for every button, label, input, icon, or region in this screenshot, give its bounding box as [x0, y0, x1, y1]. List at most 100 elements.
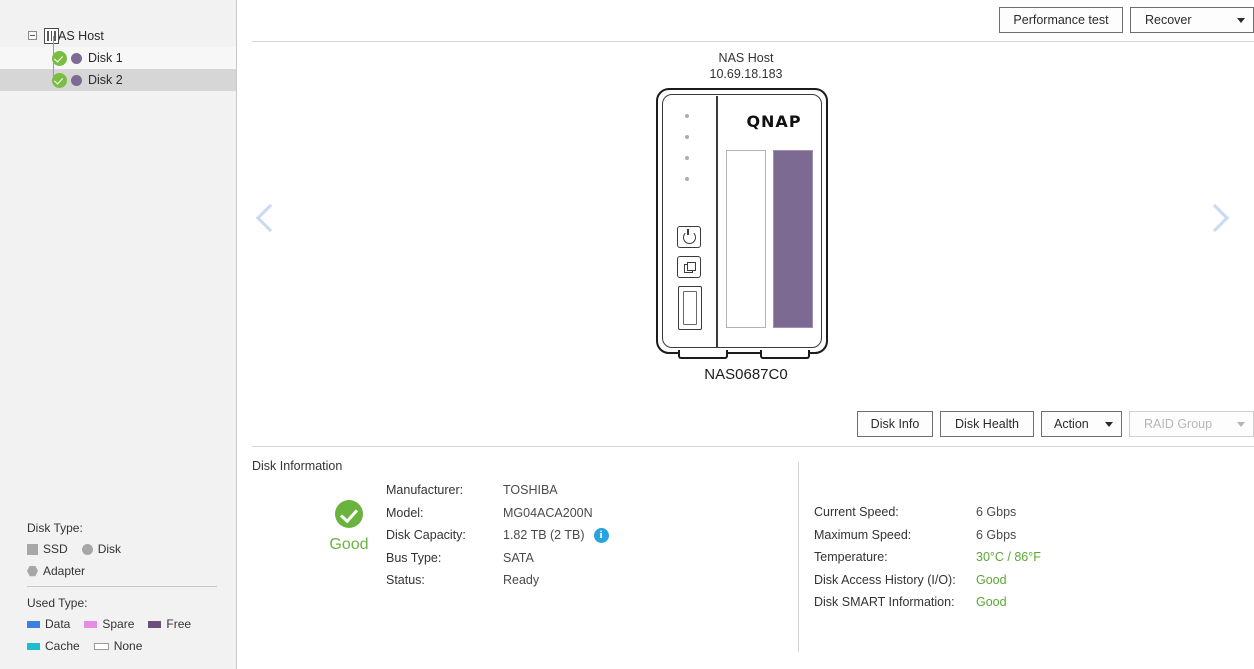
tree-line — [53, 58, 54, 80]
front-panel-divider — [716, 96, 718, 347]
drive-bay-disk-1[interactable] — [726, 150, 766, 328]
legend-label: Data — [45, 617, 71, 631]
legend-item-free: Free — [148, 617, 191, 631]
status-led-icon — [685, 156, 689, 160]
legend-label: Adapter — [43, 564, 86, 578]
collapse-toggle-icon[interactable] — [28, 31, 37, 40]
usb-port-icon — [678, 286, 702, 330]
info-key: Disk SMART Information: — [814, 595, 955, 610]
info-value: SATA — [503, 550, 534, 565]
chevron-down-icon — [1237, 421, 1245, 427]
top-toolbar: Performance test Recover — [999, 7, 1254, 33]
legend-item-cache: Cache — [27, 639, 80, 653]
tree-node-label: NAS Host — [49, 29, 104, 43]
green-check-icon — [335, 500, 363, 528]
sidebar-item-label: Disk 2 — [88, 73, 123, 87]
green-check-icon — [52, 72, 67, 88]
action-button-label: Action — [1054, 417, 1089, 431]
sidebar-item-disk-1[interactable]: Disk 1 — [0, 36, 236, 69]
info-value: Good — [976, 572, 1007, 587]
recover-button[interactable]: Recover — [1130, 7, 1254, 33]
info-value: 6 Gbps — [976, 527, 1017, 542]
device-model-label: NAS0687C0 — [704, 366, 788, 383]
info-value: 30°C / 86°F — [976, 550, 1041, 565]
used-type-row-1: Data Spare Free — [27, 617, 217, 631]
disk-action-bar: Disk Info Disk Health Action RAID Group — [857, 411, 1254, 437]
power-glyph — [682, 228, 696, 244]
disk-health-button[interactable]: Disk Health — [940, 411, 1034, 437]
info-key: Temperature: — [814, 550, 888, 565]
chevron-down-icon[interactable] — [1105, 421, 1113, 427]
data-swatch-icon — [27, 620, 40, 628]
info-key: Manufacturer: — [386, 483, 464, 498]
legend-label: Spare — [102, 617, 135, 631]
raid-group-button-label: RAID Group — [1144, 417, 1213, 431]
status-led-icon — [685, 114, 689, 118]
info-key: Maximum Speed: — [814, 527, 912, 542]
legend-item-ssd: SSD — [27, 542, 68, 556]
info-value: MG04ACA200N — [503, 505, 593, 520]
chassis-foot — [760, 350, 810, 359]
ssd-swatch-icon — [27, 543, 38, 555]
info-icon[interactable]: i — [593, 527, 609, 543]
disk-type-row-1: SSD Disk — [27, 542, 217, 556]
green-check-icon — [52, 50, 67, 66]
device-ip: 10.69.18.183 — [709, 67, 783, 81]
spare-swatch-icon — [84, 620, 98, 628]
sidebar-item-disk-2[interactable]: Disk 2 — [0, 58, 236, 91]
legend-divider — [27, 586, 217, 587]
legend-label: Disk — [97, 542, 122, 556]
legend-item-adapter: Adapter — [27, 564, 85, 578]
nas-chassis: QNAP — [656, 88, 828, 354]
chevron-left-icon[interactable] — [252, 203, 282, 233]
device-header: NAS Host 10.69.18.183 — [238, 50, 1254, 82]
nas-device-illustration: QNAP — [656, 88, 828, 359]
disk-info-button[interactable]: Disk Info — [857, 411, 933, 437]
free-swatch-icon — [148, 620, 162, 628]
chassis-foot — [678, 350, 728, 359]
legend-item-data: Data — [27, 617, 70, 631]
used-type-row-2: Cache None — [27, 639, 217, 653]
info-value: TOSHIBA — [503, 483, 558, 498]
disk-swatch-icon — [81, 543, 93, 555]
usb-port-inner — [683, 291, 697, 325]
disk-info-right-column: Current Speed: 6 Gbps Maximum Speed: 6 G… — [814, 501, 1041, 614]
info-key: Model: — [386, 505, 424, 520]
info-value: Good — [976, 595, 1007, 610]
cache-swatch-icon — [27, 642, 40, 650]
disk-status-badge: Good — [294, 500, 404, 554]
tree-node-nas-host[interactable]: NAS Host — [0, 25, 236, 47]
qnap-logo: QNAP — [746, 112, 802, 131]
sidebar: NAS Host Disk 1 Disk 2 Disk Type: SSD — [0, 0, 237, 669]
action-button[interactable]: Action — [1041, 411, 1122, 437]
nas-chassis-icon — [44, 28, 59, 44]
info-row-bus-type: Bus Type: SATA — [386, 547, 609, 570]
sidebar-item-label: Disk 1 — [88, 51, 123, 65]
legend-item-disk: Disk — [81, 542, 122, 556]
disk-type-title: Disk Type: — [27, 521, 83, 535]
power-icon — [677, 226, 701, 248]
purple-dot-icon — [71, 74, 82, 86]
chevron-right-icon[interactable] — [1202, 203, 1232, 233]
info-key: Disk Access History (I/O): — [814, 572, 956, 587]
drive-bay-disk-2[interactable] — [773, 150, 813, 328]
status-led-icon — [685, 177, 689, 181]
legend-label: Cache — [45, 639, 80, 653]
info-key: Disk Capacity: — [386, 528, 466, 543]
status-led-icon — [685, 135, 689, 139]
main-content: Performance test Recover NAS Host 10.69.… — [238, 0, 1254, 669]
disk-info-left-column: Manufacturer: TOSHIBA Model: MG04ACA200N… — [386, 479, 609, 592]
disk-type-row-2: Adapter — [27, 564, 217, 578]
info-key: Status: — [386, 573, 425, 588]
chevron-down-icon[interactable] — [1237, 17, 1245, 23]
used-type-title: Used Type: — [27, 596, 88, 610]
purple-dot-icon — [71, 52, 82, 64]
chassis-inner-outline — [662, 94, 822, 348]
performance-test-button[interactable]: Performance test — [999, 7, 1123, 33]
disk-status-text: Good — [329, 536, 369, 553]
legend-item-spare: Spare — [84, 617, 134, 631]
tree-line — [53, 36, 54, 58]
legend-item-none: None — [93, 639, 143, 653]
info-value: 1.82 TB (2 TB) — [503, 528, 585, 543]
legend-label: None — [113, 639, 143, 653]
